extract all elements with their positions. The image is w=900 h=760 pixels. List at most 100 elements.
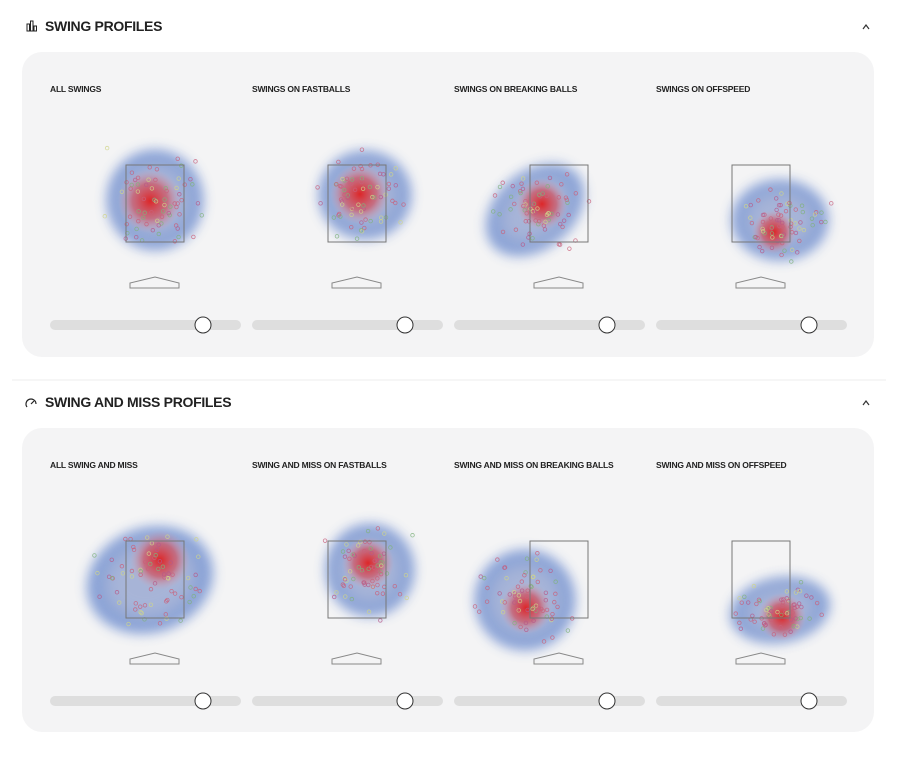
pitch-dot: [172, 591, 178, 596]
pitch-dot: [482, 575, 487, 581]
pitch-dot: [124, 180, 129, 185]
pitch-dot: [349, 224, 354, 230]
pitch-dot: [769, 231, 775, 236]
slider-track[interactable]: [454, 320, 645, 330]
pitch-dot: [156, 542, 161, 547]
pitch-dot: [97, 594, 102, 599]
pitch-dot: [368, 546, 373, 551]
pitch-dot: [793, 221, 798, 226]
pitch-dot: [95, 570, 100, 576]
pitch-dot: [573, 191, 579, 196]
pitch-dot: [193, 159, 198, 164]
pitch-dot: [555, 212, 561, 217]
slider-knob[interactable]: [800, 316, 818, 334]
pitch-dot: [119, 189, 125, 194]
section-header[interactable]: SWING PROFILES: [26, 18, 870, 34]
pitch-dot: [776, 218, 782, 223]
pitch-dot: [512, 600, 517, 605]
pitch-dot: [550, 611, 555, 617]
slider-knob[interactable]: [194, 316, 212, 334]
slider-track[interactable]: [252, 696, 443, 706]
pitch-dot: [372, 558, 377, 564]
pitch-dot: [342, 554, 348, 559]
slider-knob[interactable]: [800, 692, 818, 710]
slider-track[interactable]: [656, 320, 847, 330]
heatmap: [322, 524, 415, 665]
density-core: [752, 210, 796, 254]
pitch-dot: [517, 598, 523, 604]
pitch-dot: [784, 589, 790, 594]
pitch-dot: [793, 590, 799, 595]
pitch-dot: [518, 624, 523, 630]
pitch-dot: [175, 226, 180, 231]
pitch-dot: [188, 177, 193, 182]
pitch-dot: [349, 212, 354, 217]
pitch-dot: [776, 212, 781, 217]
pitch-dot: [148, 561, 153, 567]
pitch-dot: [524, 211, 529, 216]
pitch-dot: [378, 219, 384, 224]
collapse-chevron[interactable]: [862, 400, 870, 406]
pitch-dot: [146, 177, 151, 182]
pitch-dot: [349, 206, 355, 211]
pitch-dot: [804, 593, 809, 598]
pitch-dot: [352, 187, 358, 193]
pitch-dot: [810, 223, 815, 228]
slider-knob[interactable]: [194, 692, 212, 710]
pitch-dot: [136, 209, 141, 214]
slider-track[interactable]: [656, 696, 847, 706]
pitch-dot: [114, 590, 120, 595]
pitch-dot: [793, 616, 798, 621]
pitch-dot: [164, 599, 169, 604]
pitch-dot: [564, 172, 570, 177]
pitch-dot: [197, 588, 202, 594]
pitch-dot: [513, 227, 519, 232]
pitch-dot: [497, 591, 502, 596]
pitch-dot: [170, 572, 175, 577]
slider-track[interactable]: [454, 696, 645, 706]
pitch-dot: [154, 167, 160, 172]
pitch-dot: [129, 574, 135, 579]
pitch-dot: [367, 539, 372, 545]
pitch-dot: [135, 189, 141, 194]
pitch-dot: [530, 606, 535, 612]
pitch-dot: [799, 604, 804, 610]
pitch-dot: [541, 223, 547, 228]
slider-knob[interactable]: [396, 316, 414, 334]
pitch-dot: [788, 224, 793, 230]
pitch-dot: [477, 609, 482, 614]
pitch-dot: [174, 185, 179, 191]
pitch-dot: [563, 195, 569, 200]
pitch-dot: [141, 215, 146, 220]
pitch-dot: [500, 610, 506, 615]
pitch-dot: [586, 199, 592, 204]
strike-zone: [327, 164, 387, 243]
pitch-dot: [790, 610, 795, 615]
pitch-dot: [393, 183, 398, 188]
pitch-dot: [770, 235, 775, 240]
pitch-dot: [553, 591, 558, 597]
home-plate: [129, 652, 180, 665]
pitch-dot: [780, 224, 785, 229]
pitch-dot: [138, 609, 143, 615]
pitch-dot: [553, 579, 558, 584]
pitch-dot: [774, 207, 779, 213]
section-header[interactable]: SWING AND MISS PROFILES: [25, 394, 870, 410]
slider-knob[interactable]: [396, 692, 414, 710]
slider-track[interactable]: [50, 696, 241, 706]
pitch-dot: [163, 612, 168, 617]
collapse-chevron[interactable]: [862, 24, 870, 30]
profile-panel: ALL SWING AND MISS: [50, 460, 241, 710]
pitch-dot: [371, 195, 377, 200]
home-plate: [533, 652, 584, 665]
strike-zone: [731, 164, 791, 243]
slider-track[interactable]: [50, 320, 241, 330]
slider-track[interactable]: [252, 320, 443, 330]
pitch-dot: [388, 545, 393, 550]
profile-panel: SWING AND MISS ON FASTBALLS: [252, 460, 443, 710]
pitch-dot: [748, 202, 753, 208]
slider-knob[interactable]: [598, 316, 616, 334]
pitch-dot: [361, 203, 366, 208]
pitch-dot: [117, 600, 122, 605]
slider-knob[interactable]: [598, 692, 616, 710]
